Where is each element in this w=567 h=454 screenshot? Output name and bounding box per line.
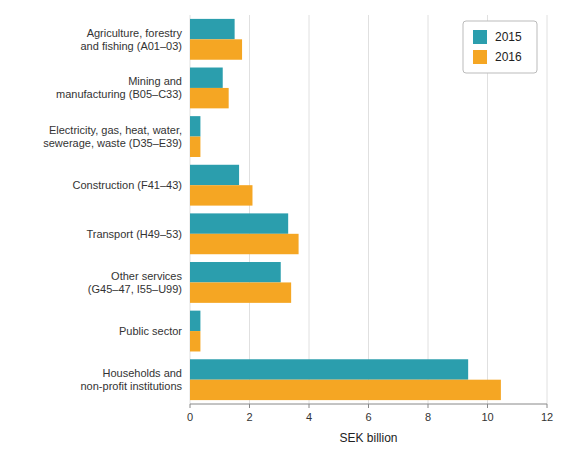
bar	[190, 165, 239, 185]
bar	[190, 262, 281, 282]
bar	[190, 282, 291, 302]
category-label-line: Electricity, gas, heat, water,	[49, 124, 182, 136]
category-label-line: sewerage, waste (D35–E39)	[43, 137, 182, 149]
bar	[190, 19, 235, 39]
tick-mark	[428, 404, 429, 408]
legend-swatch	[473, 30, 487, 44]
category-label: Other services(G45–47, I55–U99)	[88, 270, 183, 295]
category-label-line: manufacturing (B05–C33)	[56, 88, 182, 100]
y-tick-labels: Agriculture, forestryand fishing (A01–03…	[43, 27, 182, 392]
chart-container: 0 2 4 6 8 10 12 Agriculture, forestryand fishin…	[0, 0, 567, 454]
tick-mark	[309, 404, 310, 408]
category-label-line: (G45–47, I55–U99)	[88, 283, 182, 295]
category-label-line: Transport (H49–53)	[86, 228, 182, 240]
x-axis-label: SEK billion	[339, 431, 397, 445]
grid	[190, 15, 547, 404]
bar	[190, 359, 468, 379]
tick-mark	[190, 404, 191, 408]
category-label-line: non-profit institutions	[81, 380, 183, 392]
legend-label: 2015	[495, 30, 522, 44]
grid-line	[428, 15, 429, 404]
bar	[190, 137, 200, 157]
bar	[190, 116, 200, 136]
tick-mark	[249, 404, 250, 408]
chart-svg: 0 2 4 6 8 10 12 Agriculture, forestryand fishin…	[0, 0, 567, 454]
category-label: Transport (H49–53)	[86, 228, 182, 240]
tick-mark	[368, 404, 369, 408]
tick-label: 8	[425, 411, 431, 423]
x-ticks: 0 2 4 6 8 10 12	[187, 404, 553, 423]
bar	[190, 311, 200, 331]
tick-label: 2	[246, 411, 252, 423]
tick-label: 10	[481, 411, 493, 423]
bar	[190, 380, 501, 400]
tick-label: 4	[306, 411, 312, 423]
category-label-line: Agriculture, forestry	[87, 27, 183, 39]
tick-label: 6	[365, 411, 371, 423]
tick-label: 0	[187, 411, 193, 423]
category-label: Agriculture, forestryand fishing (A01–03…	[80, 27, 182, 52]
category-label: Households andnon-profit institutions	[81, 367, 183, 392]
category-label-line: Mining and	[128, 75, 182, 87]
category-label: Public sector	[119, 325, 182, 337]
grid-line	[368, 15, 369, 404]
bar	[190, 39, 242, 59]
tick-mark	[487, 404, 488, 408]
bar	[190, 88, 229, 108]
tick-label: 12	[541, 411, 553, 423]
bars	[190, 19, 501, 400]
tick-mark	[547, 404, 548, 408]
category-label-line: Households and	[102, 367, 182, 379]
category-label: Construction (F41–43)	[73, 179, 182, 191]
legend-swatch	[473, 50, 487, 64]
legend-label: 2016	[495, 50, 522, 64]
bar	[190, 213, 288, 233]
grid-line	[249, 15, 250, 404]
bar	[190, 331, 200, 351]
legend: 2015 2016	[463, 21, 537, 73]
category-label-line: Construction (F41–43)	[73, 179, 182, 191]
bar	[190, 234, 299, 254]
category-label-line: Other services	[111, 270, 182, 282]
category-label: Mining andmanufacturing (B05–C33)	[56, 75, 182, 100]
page: {"chart_data": {"type": "bar", "orientat…	[0, 0, 567, 454]
category-label-line: Public sector	[119, 325, 182, 337]
bar	[190, 185, 252, 205]
x-axis-line	[190, 404, 547, 405]
grid-line	[547, 15, 548, 404]
grid-line	[309, 15, 310, 404]
bar	[190, 68, 223, 88]
category-label-line: and fishing (A01–03)	[80, 40, 182, 52]
category-label: Electricity, gas, heat, water,sewerage, …	[43, 124, 182, 149]
legend-box	[463, 21, 537, 73]
